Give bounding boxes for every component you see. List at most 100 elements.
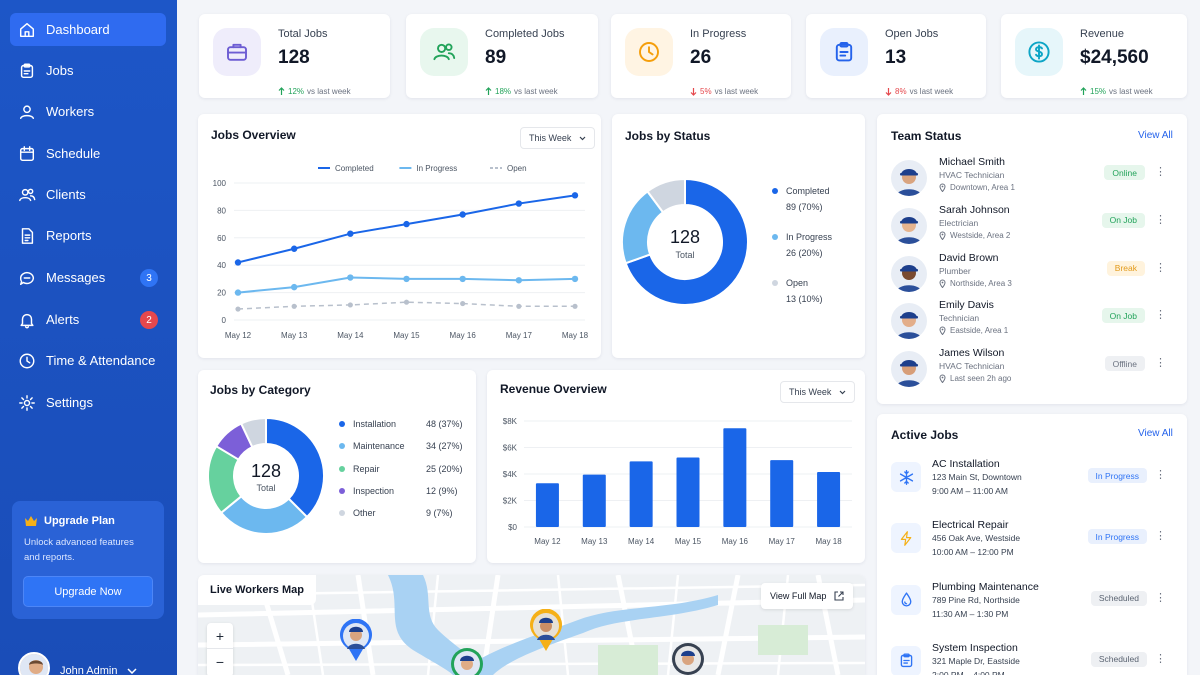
drop-icon (891, 584, 921, 615)
worker-map-marker[interactable] (671, 642, 705, 675)
data-point (291, 303, 297, 309)
data-point (234, 289, 242, 296)
stat-value: $24,560 (1080, 47, 1149, 68)
stat-change: 5% vs last week (690, 87, 758, 96)
sidebar-item-reports[interactable]: Reports (10, 219, 166, 252)
member-role: HVAC Technician (939, 361, 1005, 372)
user-menu[interactable]: John Admin (18, 652, 138, 675)
member-location: Westside, Area 2 (939, 231, 1010, 240)
more-options-icon[interactable]: ⋮ (1155, 469, 1166, 481)
live-workers-map-card: Live Workers Map View Full Map + − (198, 575, 865, 675)
jobs-view-all-link[interactable]: View All (1138, 428, 1173, 439)
team-member-row[interactable]: Emily Davis Technician Eastside, Area 1 … (891, 297, 1175, 343)
sidebar-item-clients[interactable]: Clients (10, 178, 166, 211)
upgrade-title-text: Upgrade Plan (44, 515, 115, 527)
sidebar-item-messages[interactable]: Messages 3 (10, 261, 166, 294)
sidebar-item-time-attendance[interactable]: Time & Attendance (10, 344, 166, 377)
sidebar-item-workers[interactable]: Workers (10, 95, 166, 128)
more-options-icon[interactable]: ⋮ (1155, 591, 1166, 604)
job-address: 123 Main St, Downtown (932, 472, 1022, 482)
sidebar-item-label: Time & Attendance (46, 353, 156, 368)
sidebar-item-dashboard[interactable]: Dashboard (10, 13, 166, 46)
team-view-all-link[interactable]: View All (1138, 130, 1173, 141)
stat-label: In Progress (690, 28, 747, 40)
team-member-row[interactable]: Sarah Johnson Electrician Westside, Area… (891, 202, 1175, 248)
zoom-out-button[interactable]: − (215, 654, 225, 670)
more-options-icon[interactable]: ⋮ (1155, 357, 1166, 370)
stat-change: 18% vs last week (485, 87, 558, 96)
team-member-row[interactable]: James Wilson HVAC Technician Last seen 2… (891, 345, 1175, 391)
job-status-badge: Scheduled (1090, 590, 1147, 606)
job-time: 9:00 AM – 11:00 AM (932, 486, 1008, 496)
sidebar-item-schedule[interactable]: Schedule (10, 137, 166, 170)
jobs-by-category-title: Jobs by Category (210, 383, 311, 397)
legend-label: Maintenance (353, 441, 405, 452)
stat-change-suffix: vs last week (714, 87, 759, 96)
worker-map-marker[interactable] (339, 619, 373, 663)
avatar (891, 351, 927, 388)
notification-badge: 2 (140, 311, 158, 329)
job-time: 10:00 AM – 12:00 PM (932, 547, 1014, 558)
active-job-row[interactable]: Plumbing Maintenance 789 Pine Rd, Norths… (891, 579, 1175, 633)
data-point (460, 300, 466, 307)
job-title: AC Installation (932, 458, 1000, 470)
active-job-row[interactable]: Electrical Repair 456 Oak Ave, Westside … (891, 517, 1175, 571)
more-options-icon[interactable]: ⋮ (1155, 530, 1166, 543)
zoom-in-button[interactable]: + (207, 623, 233, 649)
member-location: Eastside, Area 1 (939, 326, 1008, 336)
active-job-row[interactable]: System Inspection 321 Maple Dr, Eastside… (891, 640, 1175, 675)
more-options-icon[interactable]: ⋮ (1155, 261, 1166, 274)
job-address: 789 Pine Rd, Northside (932, 594, 1020, 605)
job-status-badge: In Progress (1087, 529, 1147, 545)
data-point (516, 303, 522, 309)
jobs-overview-title: Jobs Overview (211, 128, 296, 142)
more-options-icon[interactable]: ⋮ (1155, 309, 1166, 322)
revenue-bar (723, 428, 747, 527)
category-legend-item: Other (339, 508, 376, 518)
category-legend-item: Installation (339, 419, 396, 429)
jobs-overview-period-select[interactable]: This Week (520, 127, 596, 149)
upgrade-now-button[interactable]: Upgrade Now (23, 576, 153, 607)
clock-icon (18, 352, 36, 370)
sidebar-item-alerts[interactable]: Alerts 2 (10, 303, 166, 336)
users-icon (18, 186, 36, 204)
clipboard-icon (891, 645, 921, 675)
donut-slice (646, 177, 686, 214)
revenue-bar (629, 461, 653, 527)
sidebar-item-label: Jobs (46, 63, 74, 78)
more-options-icon[interactable]: ⋮ (1155, 166, 1166, 178)
active-job-row[interactable]: AC Installation 123 Main St, Downtown 9:… (891, 456, 1175, 510)
revenue-bar (817, 472, 841, 527)
status-legend-value: 89 (70%) (786, 202, 823, 212)
chevron-down-icon (579, 136, 586, 141)
data-point (571, 275, 579, 283)
chevron-down-icon (127, 668, 138, 674)
legend-dot (339, 510, 345, 517)
stat-change-value: 15% (1090, 87, 1107, 96)
more-options-icon[interactable]: ⋮ (1155, 652, 1166, 665)
sidebar-item-label: Schedule (46, 146, 101, 161)
x-tick-label: May 16 (722, 537, 749, 546)
stat-label: Total Jobs (278, 28, 328, 40)
category-legend-item: Maintenance (339, 441, 405, 451)
worker-map-marker[interactable] (450, 647, 484, 675)
active-jobs-card: Active Jobs View All AC Installation 123… (877, 414, 1187, 675)
data-point (235, 306, 241, 312)
member-role: Plumber (939, 265, 971, 276)
jobs-by-status-card: Jobs by Status 128 Total Completed 89 (7… (612, 114, 865, 358)
y-tick-label: 100 (213, 179, 227, 188)
view-full-map-button[interactable]: View Full Map (761, 583, 854, 609)
revenue-period-select[interactable]: This Week (780, 381, 856, 403)
worker-map-marker[interactable] (529, 609, 563, 653)
sidebar-item-settings[interactable]: Settings (10, 386, 166, 419)
x-tick-label: May 16 (450, 331, 477, 340)
jobs-by-category-card: Jobs by Category 128 Total Installation … (198, 370, 476, 563)
revenue-bar (582, 474, 606, 527)
calendar-icon (18, 145, 36, 163)
more-options-icon[interactable]: ⋮ (1155, 213, 1166, 226)
location-pin-icon (939, 231, 946, 240)
team-member-row[interactable]: Michael Smith HVAC Technician Downtown, … (891, 154, 1175, 200)
clipboard-icon (820, 28, 868, 76)
sidebar-item-jobs[interactable]: Jobs (10, 54, 166, 87)
team-member-row[interactable]: David Brown Plumber Northside, Area 3 Br… (891, 250, 1175, 296)
